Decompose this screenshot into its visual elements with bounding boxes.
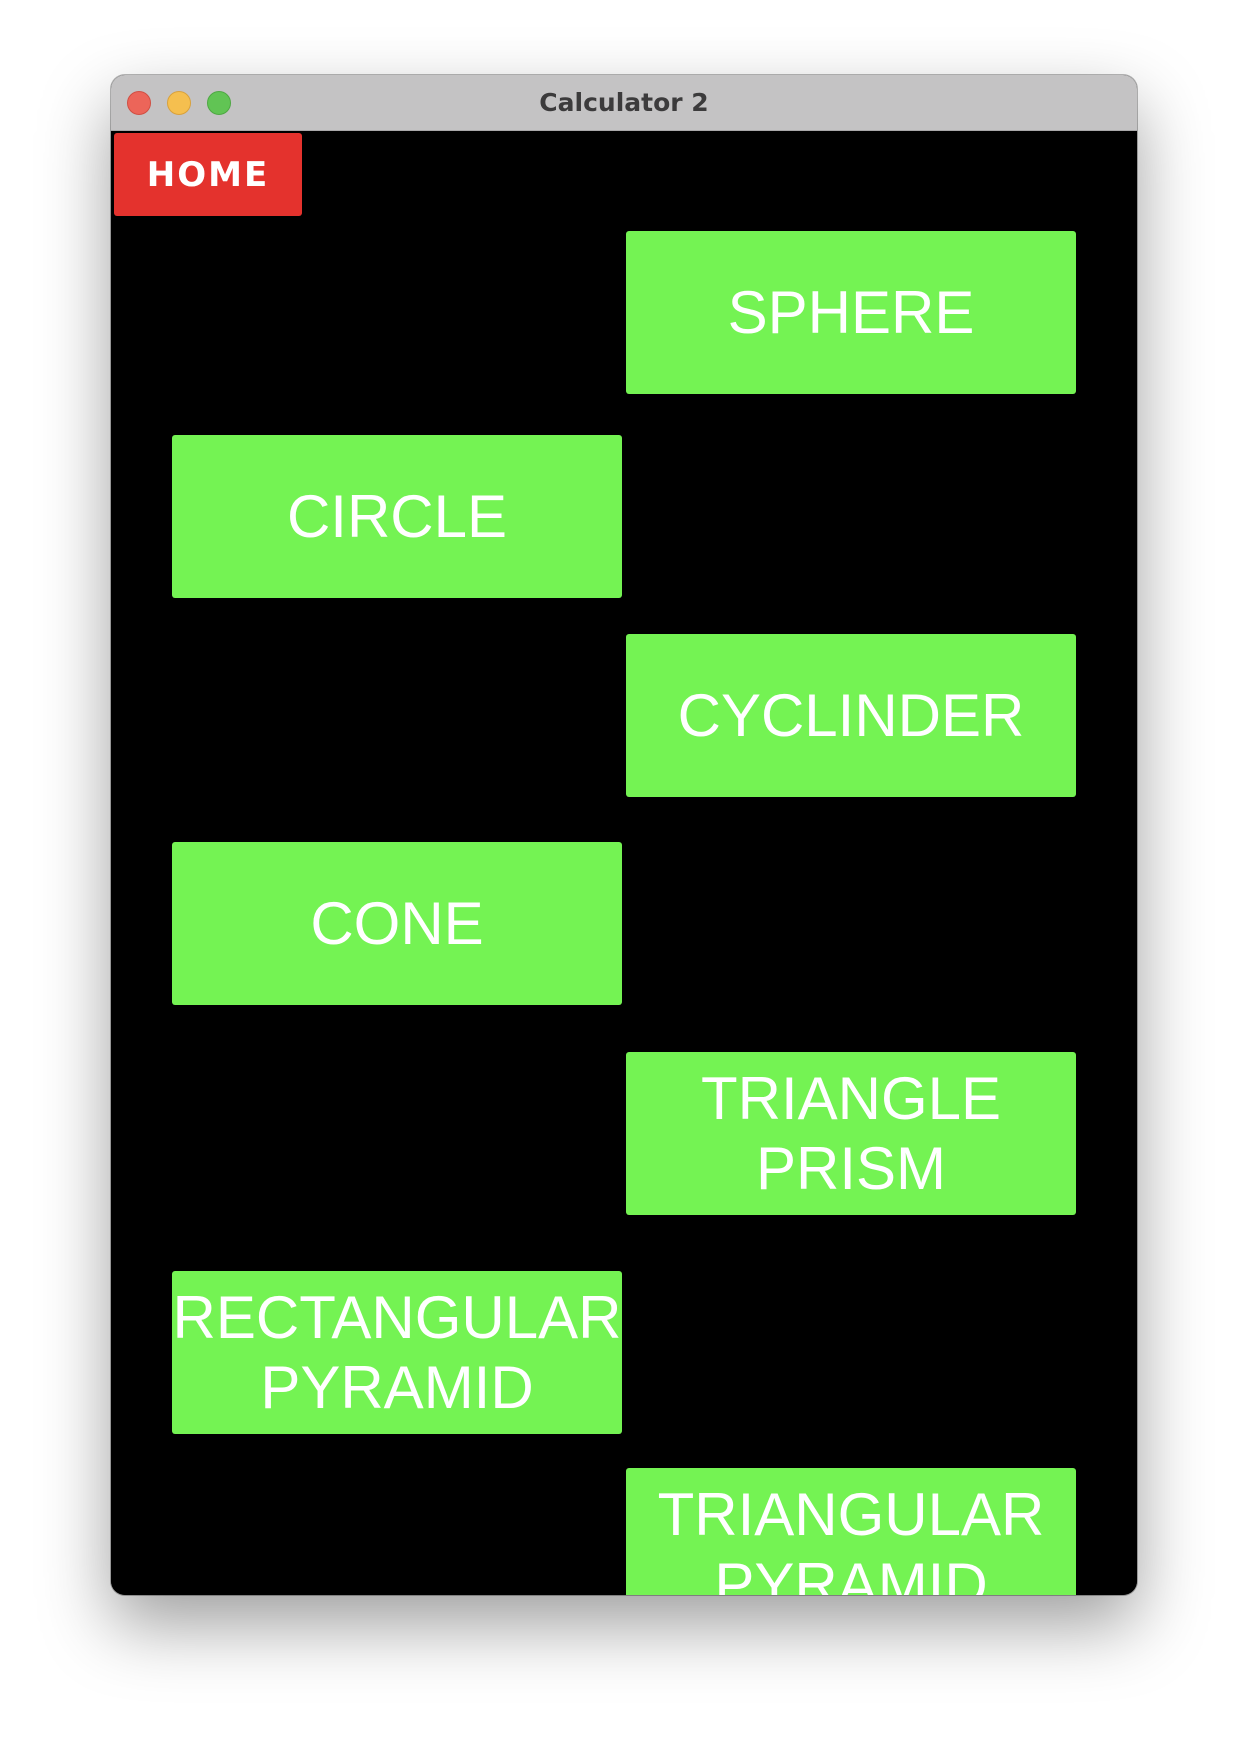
close-window-button[interactable] — [127, 91, 151, 115]
cone-button[interactable]: CONE — [172, 842, 622, 1005]
triangle-prism-button-label-line-2: PRISM — [755, 1134, 947, 1202]
sphere-button-label: SPHERE — [727, 278, 975, 346]
circle-button[interactable]: CIRCLE — [172, 435, 622, 598]
rectangular-pyramid-button-label-line-2: PYRAMID — [260, 1353, 534, 1421]
app-window: Calculator 2 HOME SPHERE CIRCLE CYCLINDE… — [111, 75, 1137, 1595]
triangle-prism-button-label-line-1: TRIANGLE — [700, 1064, 1002, 1132]
cylinder-button[interactable]: CYCLINDER — [626, 634, 1076, 797]
sphere-button[interactable]: SPHERE — [626, 231, 1076, 394]
triangular-pyramid-button-label-line-2: PYRAMID — [714, 1550, 988, 1596]
title-bar: Calculator 2 — [111, 75, 1137, 131]
zoom-window-button[interactable] — [207, 91, 231, 115]
rectangular-pyramid-button-label-line-1: RECTANGULAR — [172, 1283, 622, 1351]
minimize-window-button[interactable] — [167, 91, 191, 115]
triangle-prism-button[interactable]: TRIANGLE PRISM — [626, 1052, 1076, 1215]
triangular-pyramid-button-label-line-1: TRIANGULAR — [657, 1480, 1045, 1548]
home-button[interactable]: HOME — [114, 133, 302, 216]
cylinder-button-label: CYCLINDER — [677, 681, 1025, 749]
circle-button-label: CIRCLE — [286, 482, 508, 550]
rectangular-pyramid-button[interactable]: RECTANGULAR PYRAMID — [172, 1271, 622, 1434]
triangular-pyramid-button[interactable]: TRIANGULAR PYRAMID — [626, 1468, 1076, 1595]
window-title: Calculator 2 — [539, 88, 709, 117]
cone-button-label: CONE — [310, 889, 484, 957]
main-content: HOME SPHERE CIRCLE CYCLINDER CONE TRIANG… — [111, 131, 1137, 1595]
